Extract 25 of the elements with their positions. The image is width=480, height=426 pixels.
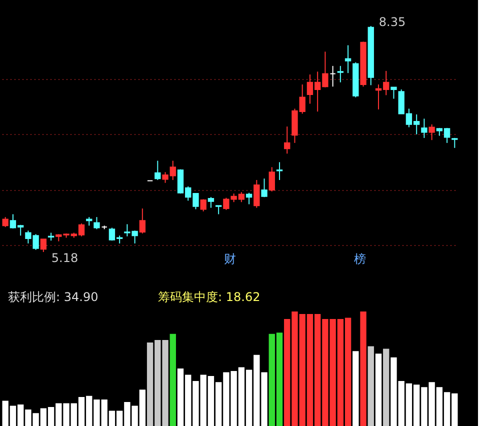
candlestick — [94, 216, 100, 230]
candlestick — [261, 178, 268, 198]
candlestick — [276, 162, 283, 180]
candlestick — [208, 196, 214, 208]
candlestick — [139, 208, 146, 234]
annotation: 8.35 — [378, 15, 406, 29]
annotation: 财 — [224, 252, 236, 266]
candlestick — [200, 198, 206, 212]
candlestick — [254, 179, 260, 208]
candlestick — [337, 65, 344, 83]
candlestick — [284, 126, 290, 154]
text: 获利比例: 34.90 — [8, 290, 98, 304]
candlestick — [40, 238, 47, 252]
annotation: 榜 — [354, 252, 366, 266]
candlestick — [428, 124, 435, 141]
candlestick — [154, 160, 161, 180]
candlestick — [330, 65, 336, 88]
annotation: 5.18 — [51, 251, 78, 265]
text: 筹码集中度: 18.62 — [158, 290, 260, 304]
candlestick — [390, 86, 397, 100]
candlestick — [2, 216, 8, 228]
candlestick — [421, 118, 428, 138]
candlestick — [268, 166, 275, 192]
candlestick — [246, 192, 252, 205]
candlestick — [344, 44, 352, 74]
